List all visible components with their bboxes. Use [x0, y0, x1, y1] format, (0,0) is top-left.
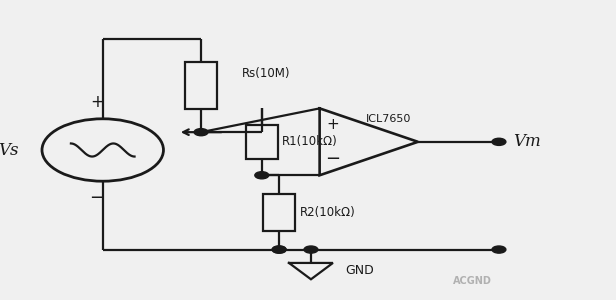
Circle shape [492, 138, 506, 146]
Circle shape [42, 119, 163, 181]
Bar [263, 194, 295, 231]
Text: +: + [326, 117, 339, 132]
Text: −: − [325, 150, 340, 168]
Text: Vm: Vm [513, 133, 541, 150]
Text: ICL7650: ICL7650 [366, 114, 411, 124]
Text: +: + [90, 93, 104, 111]
Circle shape [272, 246, 286, 253]
Text: ACGND: ACGND [453, 276, 492, 286]
Text: R1(10kΩ): R1(10kΩ) [282, 135, 338, 148]
Circle shape [255, 172, 269, 179]
Circle shape [194, 129, 208, 136]
Text: Vs: Vs [0, 142, 19, 158]
Bar [246, 125, 278, 158]
Circle shape [272, 246, 286, 253]
Text: R2(10kΩ): R2(10kΩ) [299, 206, 355, 219]
Bar [185, 62, 217, 109]
Text: GND: GND [346, 265, 375, 278]
Text: Rs(10M): Rs(10M) [241, 67, 290, 80]
Text: −: − [89, 189, 105, 207]
Circle shape [304, 246, 318, 253]
Circle shape [492, 246, 506, 253]
